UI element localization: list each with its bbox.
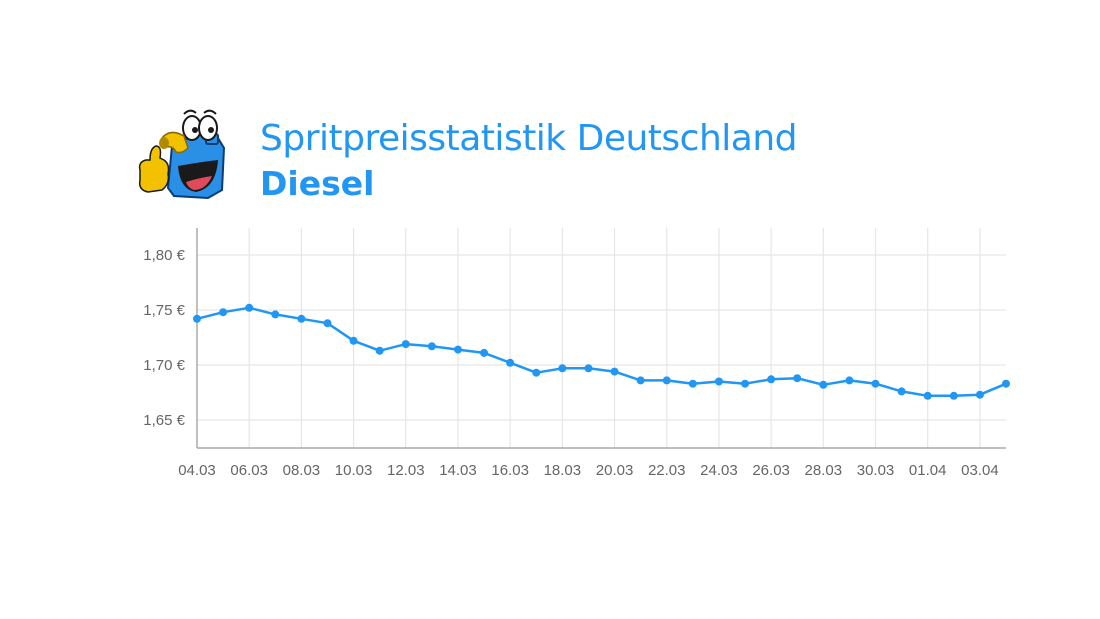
data-point[interactable] (688, 379, 697, 388)
x-tick-label: 04.03 (178, 462, 216, 479)
x-tick-label: 14.03 (439, 462, 477, 479)
data-point[interactable] (245, 303, 254, 312)
data-point[interactable] (1002, 379, 1010, 388)
data-point[interactable] (897, 387, 906, 396)
y-tick-label: 1,70 € (143, 357, 185, 374)
data-point[interactable] (323, 319, 332, 328)
x-tick-label: 06.03 (230, 462, 268, 479)
y-tick-label: 1,80 € (143, 247, 185, 264)
data-point[interactable] (975, 390, 984, 399)
data-point[interactable] (558, 364, 567, 373)
data-point[interactable] (297, 314, 306, 323)
data-point[interactable] (714, 377, 723, 386)
data-point[interactable] (427, 342, 436, 351)
data-point[interactable] (871, 379, 880, 388)
x-tick-label: 16.03 (491, 462, 529, 479)
x-tick-label: 22.03 (648, 462, 686, 479)
data-point[interactable] (845, 376, 854, 385)
x-tick-label: 03.04 (961, 462, 999, 479)
x-tick-label: 20.03 (596, 462, 634, 479)
x-tick-label: 26.03 (752, 462, 790, 479)
chart-axes (196, 228, 1006, 449)
y-tick-label: 1,75 € (143, 302, 185, 319)
x-axis-labels: 04.03 06.03 08.03 10.03 12.03 14.03 16.03 18.03… (178, 462, 998, 479)
data-point[interactable] (662, 376, 671, 385)
data-point[interactable] (532, 368, 541, 377)
data-point[interactable] (375, 346, 384, 355)
data-point[interactable] (271, 310, 280, 319)
data-point[interactable] (636, 376, 645, 385)
data-point[interactable] (401, 340, 410, 349)
x-tick-label: 12.03 (387, 462, 425, 479)
data-point[interactable] (193, 314, 201, 323)
fuel-type-subtitle: Diesel (260, 164, 375, 203)
data-point[interactable] (793, 374, 802, 383)
x-tick-label: 08.03 (283, 462, 321, 479)
data-point[interactable] (219, 308, 228, 317)
x-tick-label: 10.03 (335, 462, 373, 479)
y-tick-label: 1,65 € (143, 412, 185, 429)
data-point[interactable] (349, 336, 358, 345)
data-point[interactable] (584, 364, 593, 373)
data-point[interactable] (767, 375, 776, 384)
x-tick-label: 01.04 (909, 462, 947, 479)
data-point[interactable] (506, 358, 515, 367)
data-point[interactable] (923, 391, 932, 400)
x-tick-label: 28.03 (805, 462, 843, 479)
x-tick-label: 24.03 (700, 462, 738, 479)
data-point[interactable] (741, 379, 750, 388)
page-header: Spritpreisstatistik Deutschland Diesel (134, 108, 834, 208)
x-tick-label: 30.03 (857, 462, 895, 479)
data-point[interactable] (819, 380, 828, 389)
x-tick-label: 18.03 (544, 462, 582, 479)
data-point[interactable] (610, 367, 619, 376)
fuel-canister-mascot-icon (138, 109, 226, 200)
page-title: Spritpreisstatistik Deutschland (260, 118, 798, 159)
data-point[interactable] (453, 345, 462, 354)
diesel-price-series (193, 303, 1010, 400)
y-axis-labels: 1,80 € 1,75 € 1,70 € 1,65 € (143, 247, 185, 429)
chart-grid (196, 228, 1006, 448)
data-point[interactable] (949, 391, 958, 400)
data-point[interactable] (480, 348, 489, 357)
